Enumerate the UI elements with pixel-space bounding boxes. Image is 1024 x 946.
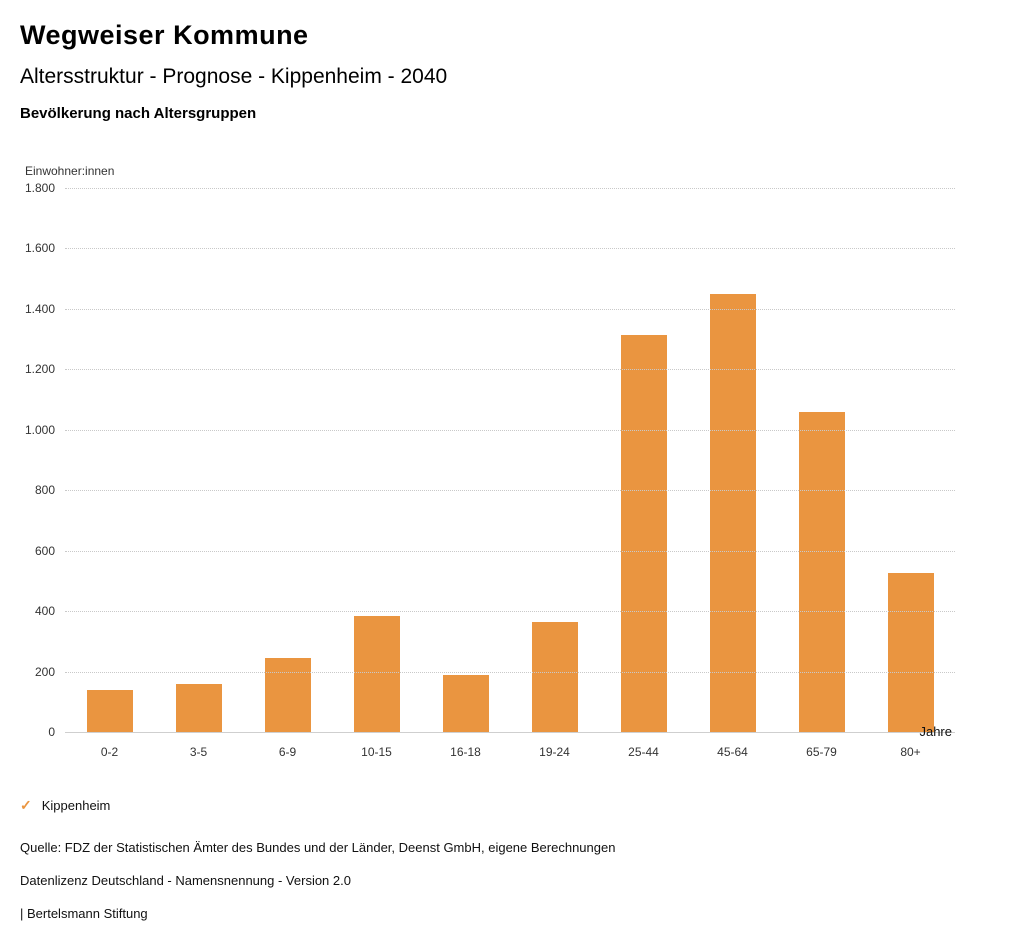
bar-65-79[interactable]: [798, 411, 845, 732]
y-tick-label: 1.200: [24, 362, 55, 377]
x-axis: 0-2 3-5 6-9 10-15 16-18 19-24 25-44 45-64 65-79 8…: [65, 745, 955, 759]
bar-16-18[interactable]: [442, 674, 489, 732]
plot-area: Jahre 0 200 400 600 800 1.000 1.200 1.400 1.600 1…: [25, 181, 955, 739]
legend-label: Kippenheim: [41, 798, 111, 813]
x-tick-label: 3-5: [189, 745, 208, 759]
y-axis-title: Einwohner:innen: [25, 164, 115, 178]
y-tick-label: 400: [34, 604, 55, 619]
gridline: [65, 671, 955, 673]
bar-19-24[interactable]: [531, 621, 578, 732]
x-tick-label: 0-2: [100, 745, 119, 759]
bar-slot: [777, 188, 866, 732]
footer: Quelle: FDZ der Statistischen Ämter des …: [20, 840, 1024, 921]
x-tick-label: 25-44: [628, 745, 659, 759]
bar-slot: [866, 188, 955, 732]
bar-slot: [510, 188, 599, 732]
gridline: [65, 369, 955, 371]
y-tick-label: 1.400: [24, 301, 55, 316]
gridline: [65, 429, 955, 431]
y-tick-label: 1.600: [24, 241, 55, 256]
bar-slot: [154, 188, 243, 732]
brand-title: Wegweiser Kommune: [20, 20, 309, 50]
bar-slot: [421, 188, 510, 732]
gridline: [65, 490, 955, 492]
chart-subtitle: Bevölkerung nach Altersgruppen: [20, 105, 257, 122]
gridline: [65, 550, 955, 552]
x-tick-label: 6-9: [278, 745, 297, 759]
gridline: [65, 308, 955, 310]
bar-6-9[interactable]: [264, 657, 311, 732]
header: Wegweiser Kommune Altersstruktur - Progn…: [0, 0, 1024, 122]
bar-25-44[interactable]: [620, 334, 667, 732]
bar-45-64[interactable]: [709, 293, 756, 732]
check-icon: ✓: [20, 797, 32, 813]
bar-0-2[interactable]: [86, 689, 133, 732]
x-tick-label: 80+: [900, 745, 921, 759]
gridline: [65, 611, 955, 613]
bar-3-5[interactable]: [175, 683, 222, 732]
x-tick-label: 10-15: [361, 745, 392, 759]
x-tick-label: 16-18: [450, 745, 481, 759]
attribution-note: | Bertelsmann Stiftung: [20, 906, 148, 921]
bars-container: [65, 188, 955, 732]
bar-slot: [243, 188, 332, 732]
y-tick-label: 600: [34, 543, 55, 558]
bar-80+[interactable]: [887, 573, 934, 732]
legend-item-kippenheim[interactable]: ✓ Kippenheim: [20, 797, 1024, 814]
bar-slot: [688, 188, 777, 732]
y-tick-label: 1.000: [24, 422, 55, 437]
gridline: [65, 248, 955, 250]
license-note: Datenlizenz Deutschland - Namensnennung …: [20, 873, 351, 888]
source-note: Quelle: FDZ der Statistischen Ämter des …: [20, 840, 616, 855]
page-title: Altersstruktur - Prognose - Kippenheim -…: [20, 65, 448, 88]
x-axis-title: Jahre: [919, 724, 952, 739]
y-tick-label: 200: [34, 664, 55, 679]
bar-10-15[interactable]: [353, 615, 400, 732]
gridline: [65, 188, 955, 189]
x-tick-label: 65-79: [806, 745, 837, 759]
x-tick-label: 19-24: [539, 745, 570, 759]
y-tick-label: 800: [34, 483, 55, 498]
bar-slot: [65, 188, 154, 732]
bar-slot: [599, 188, 688, 732]
y-tick-label: 0: [48, 725, 55, 739]
x-tick-label: 45-64: [717, 745, 748, 759]
bar-slot: [332, 188, 421, 732]
y-tick-label: 1.800: [24, 181, 55, 195]
